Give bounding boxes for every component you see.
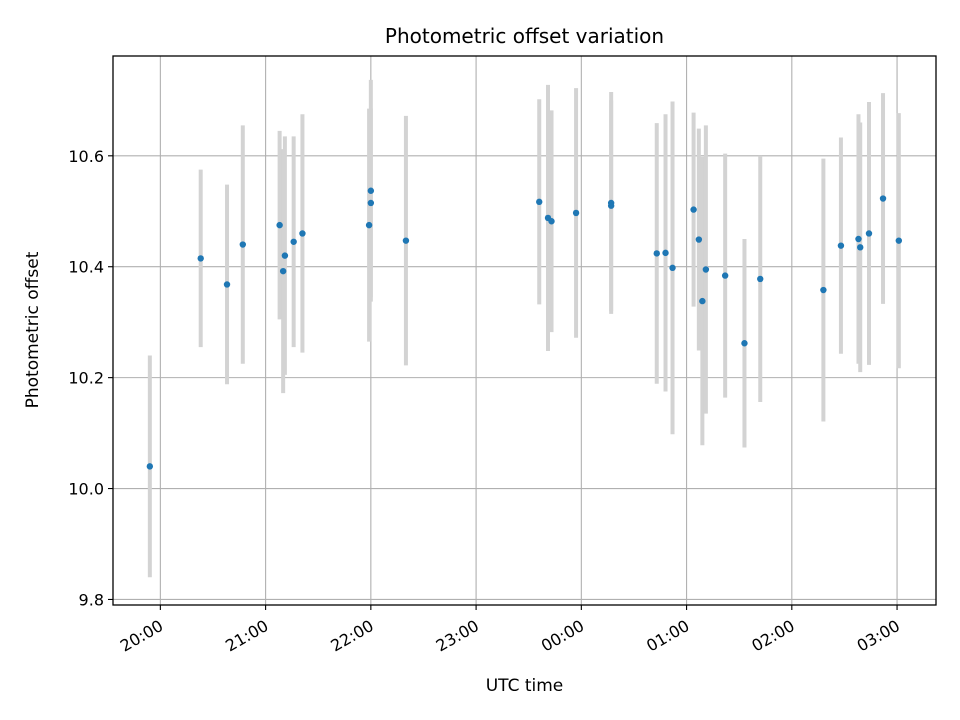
data-point — [572, 209, 580, 217]
data-point — [662, 249, 669, 257]
x-tick-label: 00:00 — [538, 616, 587, 656]
x-tick-label: 02:00 — [748, 616, 797, 656]
data-point — [855, 235, 862, 243]
y-tick-label: 10.2 — [68, 369, 104, 388]
x-axis-label: UTC time — [486, 676, 564, 696]
data-point — [702, 266, 710, 273]
data-point — [365, 221, 373, 229]
data-point — [699, 297, 706, 305]
data-points — [146, 187, 903, 470]
data-point — [690, 206, 697, 213]
data-point — [197, 255, 204, 262]
data-point — [879, 195, 887, 202]
data-point — [669, 264, 676, 272]
data-point — [837, 242, 845, 249]
data-point — [741, 340, 748, 347]
data-point — [695, 236, 703, 243]
x-tick-label: 01:00 — [643, 616, 692, 656]
x-tick-label: 23:00 — [433, 616, 482, 656]
data-point — [367, 187, 375, 194]
data-point — [607, 202, 615, 209]
data-point — [367, 199, 375, 207]
x-tick-label: 22:00 — [327, 616, 376, 656]
y-tick-label: 10.0 — [68, 480, 104, 499]
data-point — [757, 275, 764, 283]
y-tick-label: 10.6 — [68, 147, 104, 166]
chart-title: Photometric offset variation — [385, 24, 664, 48]
y-tick-label: 10.4 — [68, 258, 104, 277]
data-point — [146, 463, 154, 470]
data-point — [895, 237, 903, 244]
data-point — [290, 238, 297, 245]
grid-lines — [113, 56, 936, 605]
data-point — [820, 286, 827, 294]
data-point — [281, 252, 289, 259]
data-point — [548, 218, 555, 225]
y-axis: 9.8 10.0 10.2 10.4 10.6 — [68, 147, 113, 609]
data-point — [653, 250, 660, 257]
x-tick-label: 20:00 — [117, 616, 166, 656]
x-tick-label: 03:00 — [854, 616, 903, 656]
data-point — [402, 237, 410, 244]
plot-frame — [112, 55, 937, 606]
data-point — [299, 230, 306, 237]
data-point — [536, 198, 543, 206]
data-point — [721, 272, 729, 279]
x-tick-label: 21:00 — [222, 616, 271, 656]
data-point — [857, 244, 864, 251]
y-axis-label: Photometric offset — [23, 251, 43, 408]
data-point — [223, 281, 231, 288]
error-bars — [147, 79, 901, 578]
x-axis: 20:00 21:00 22:00 23:00 00:00 01:00 02:00 03:00 — [117, 605, 903, 656]
data-point — [279, 267, 287, 275]
data-point — [239, 241, 246, 248]
data-point — [276, 221, 283, 229]
data-point — [865, 230, 873, 237]
y-tick-label: 9.8 — [79, 590, 104, 609]
